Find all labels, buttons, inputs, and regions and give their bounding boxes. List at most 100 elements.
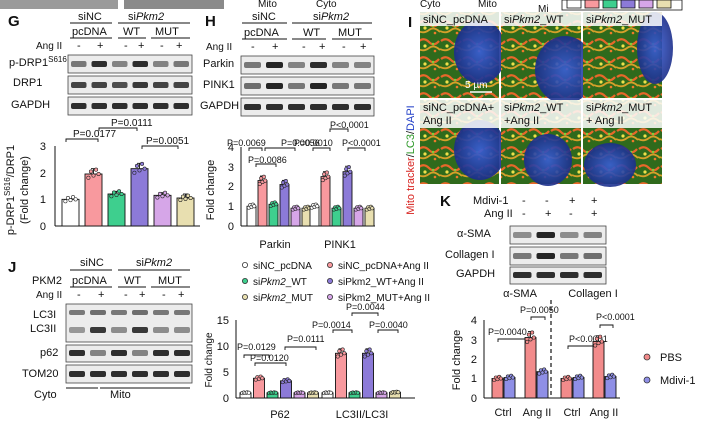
blot-band <box>173 103 189 109</box>
legend-item: Mdivi-1 <box>660 375 695 387</box>
blot-band <box>71 103 87 109</box>
data-point <box>369 351 374 356</box>
panel-letter-i: I <box>408 14 412 31</box>
data-point <box>114 192 119 197</box>
micrograph-tile: siPkm2_MUT <box>583 12 673 98</box>
data-point <box>594 336 599 341</box>
y-tick-label: 1 <box>228 201 234 213</box>
bar <box>592 341 605 399</box>
sign: - <box>569 208 573 220</box>
data-point <box>328 390 333 395</box>
sign: + <box>176 40 182 52</box>
sign: - <box>124 40 128 52</box>
data-point <box>337 206 342 211</box>
data-point <box>611 374 616 379</box>
blot-label: p-DRP1S616 <box>9 55 67 69</box>
p-annotation: P=0.0014 <box>312 320 351 330</box>
group-label-sipkm2: siPkm2 <box>136 257 172 269</box>
data-point <box>337 349 342 354</box>
bar <box>176 197 195 227</box>
legend-marker <box>241 261 248 268</box>
data-point <box>132 170 137 175</box>
blot-band <box>132 371 148 377</box>
blot-bands <box>69 310 190 377</box>
tile-label: + Ang II <box>586 115 624 127</box>
x-tick-label: Ctrl <box>563 407 580 419</box>
angii-label: Ang II <box>36 41 62 52</box>
data-point <box>526 332 531 337</box>
legend-item: siPkm2_WT+Ang II <box>338 277 424 288</box>
data-point <box>593 343 598 348</box>
data-point <box>257 181 262 186</box>
data-point <box>362 354 367 359</box>
y-tick-label: 3 <box>40 141 46 153</box>
p-annotation: P=0.0177 <box>73 129 117 140</box>
blot-strip <box>65 303 193 343</box>
fraction-label: Cyto <box>34 389 57 401</box>
data-point <box>88 169 93 174</box>
data-point <box>537 371 542 376</box>
bar <box>279 184 290 227</box>
blot-band <box>266 104 283 110</box>
y-tick-label: 4 <box>228 142 234 154</box>
sign: + <box>545 208 551 220</box>
bar <box>84 173 103 227</box>
top-cut-label: Mito <box>478 0 497 10</box>
panel-letter-g: G <box>8 13 20 30</box>
blot-band <box>69 350 85 356</box>
blot-band <box>71 82 87 88</box>
data-point <box>342 351 347 356</box>
blot-band <box>90 350 106 356</box>
data-point <box>596 341 601 346</box>
data-point <box>344 167 349 172</box>
blot-label: LC3I <box>33 309 56 321</box>
bar <box>61 198 80 227</box>
p-annotation: P=0.0086 <box>248 155 287 165</box>
y-axis-label-2: (Fold change) <box>19 156 31 224</box>
blot-label: p62 <box>40 347 58 359</box>
blot-band <box>266 62 283 68</box>
data-point <box>579 375 584 380</box>
data-point <box>567 376 572 381</box>
blot-band <box>583 232 602 238</box>
group-label-sinc: siNC <box>252 11 276 23</box>
col-label: MUT <box>158 275 182 287</box>
legend-marker <box>241 277 248 284</box>
x-group-label: LC3II/LC3I <box>336 409 389 421</box>
blot-band <box>310 83 327 89</box>
x-group-label: PINK1 <box>324 239 356 251</box>
data-point <box>315 204 320 209</box>
legend-item: siNC_pcDNA+Ang II <box>338 261 429 272</box>
y-tick-label: 2 <box>40 168 46 180</box>
blot-band <box>132 103 148 109</box>
blot-band <box>244 83 261 89</box>
bar <box>524 337 537 399</box>
blot-strip <box>67 75 193 95</box>
p-annotation: P<0.0001 <box>342 138 381 148</box>
col-label: WT <box>124 275 141 287</box>
data-point <box>367 347 372 352</box>
panel-letter-j: J <box>8 259 16 276</box>
micrograph-tile: siNC_pcDNA 5 µm <box>420 12 506 98</box>
data-point <box>186 193 191 198</box>
data-point <box>157 191 162 196</box>
blot-label: GAPDH <box>456 268 495 280</box>
blot-band <box>153 310 169 315</box>
blot-band <box>91 82 107 88</box>
sign: - <box>302 41 306 53</box>
blot-label: DRP1 <box>13 77 42 89</box>
blot-label: TOM20 <box>22 368 58 380</box>
data-point <box>355 390 360 395</box>
top-cut-label: Cyto <box>420 0 441 10</box>
blot-band <box>90 310 106 315</box>
p-annotation: P=0.0040 <box>369 320 408 330</box>
data-point <box>68 198 73 203</box>
bar <box>362 352 374 399</box>
blot-band <box>71 61 87 67</box>
blot-band <box>513 272 532 278</box>
data-point <box>396 390 401 395</box>
p-annotation: P=0.0111 <box>287 334 324 344</box>
blot-band <box>132 310 148 315</box>
bar <box>107 193 126 227</box>
data-point <box>261 174 266 179</box>
